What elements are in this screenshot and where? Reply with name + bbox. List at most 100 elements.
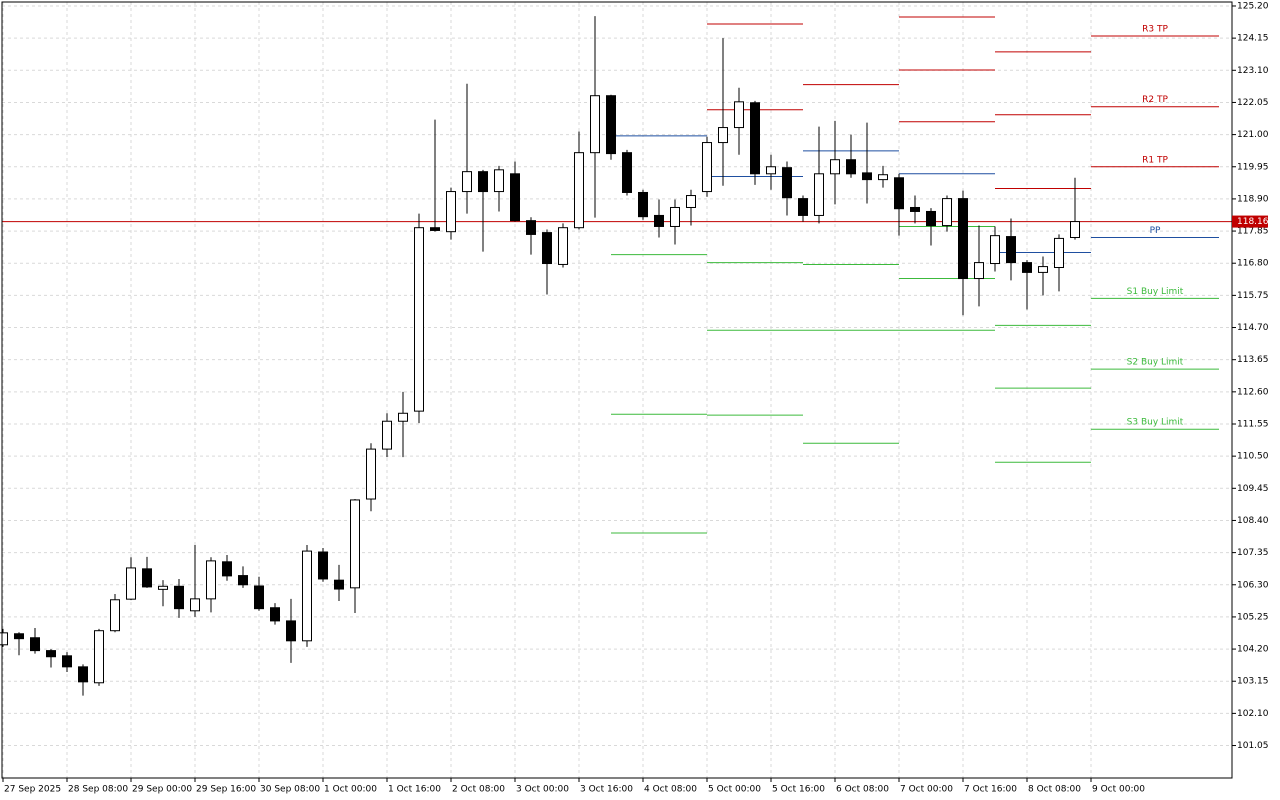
plot-border	[1, 1, 1233, 779]
candle-body	[270, 607, 280, 622]
level-label: PP	[1150, 226, 1161, 236]
candle-body	[654, 214, 664, 227]
y-tick-label: 101.05	[1237, 741, 1269, 751]
y-tick-label: 104.20	[1237, 645, 1269, 655]
candle-body	[958, 198, 968, 280]
y-tick-label: 115.75	[1237, 291, 1269, 301]
level-label: R2 TP	[1142, 95, 1168, 105]
candle-body	[334, 579, 344, 590]
candle-body	[702, 142, 712, 193]
level-label: R1 TP	[1142, 155, 1168, 165]
y-tick-label: 109.45	[1237, 484, 1269, 494]
y-tick-label: 119.95	[1237, 162, 1269, 172]
candle-body	[750, 102, 760, 175]
candle-body	[302, 550, 312, 642]
candle-body	[462, 171, 472, 193]
y-tick-label: 103.15	[1237, 677, 1269, 687]
candle-body	[174, 585, 184, 610]
level-label: S2 Buy Limit	[1127, 358, 1184, 368]
candle-body	[110, 599, 120, 632]
y-tick-label: 113.65	[1237, 355, 1269, 365]
x-tick-label: 5 Oct 16:00	[772, 785, 825, 795]
x-tick-label: 29 Sep 00:00	[132, 785, 192, 795]
candle-body	[894, 177, 904, 210]
y-tick-label: 116.80	[1237, 259, 1269, 269]
x-tick-label: 8 Oct 08:00	[1028, 785, 1081, 795]
x-tick-label: 28 Sep 08:00	[68, 785, 128, 795]
y-tick-label: 108.40	[1237, 516, 1269, 526]
candle-body	[670, 206, 680, 227]
candle-body	[62, 655, 72, 668]
y-tick-label: 112.60	[1237, 387, 1269, 397]
level-label: S3 Buy Limit	[1127, 418, 1184, 428]
candle-body	[190, 598, 200, 612]
y-tick-label: 110.50	[1237, 452, 1269, 462]
candle-body	[94, 630, 104, 684]
candle-body	[414, 227, 424, 412]
candle-body	[846, 159, 856, 175]
candle-body	[494, 169, 504, 193]
candle-body	[990, 235, 1000, 265]
candle-body	[398, 412, 408, 422]
x-tick-label: 7 Oct 16:00	[964, 785, 1017, 795]
candle-body	[1022, 262, 1032, 273]
candle-body	[910, 206, 920, 212]
x-tick-label: 6 Oct 08:00	[836, 785, 889, 795]
level-label: R3 TP	[1142, 24, 1168, 34]
candle-body	[734, 101, 744, 129]
y-tick-label: 125.20	[1237, 1, 1269, 11]
y-tick-label: 106.30	[1237, 580, 1269, 590]
candle-body	[830, 159, 840, 175]
level-label: S1 Buy Limit	[1127, 287, 1184, 297]
y-tick-label: 107.35	[1237, 548, 1269, 558]
candle-body	[942, 198, 952, 227]
candle-body	[238, 575, 248, 586]
candle-body	[1006, 236, 1016, 264]
candle-body	[782, 167, 792, 199]
y-tick-label: 102.10	[1237, 709, 1269, 719]
candle-body	[318, 551, 328, 580]
candle-body	[446, 191, 456, 233]
candle-body	[686, 195, 696, 208]
candle-body	[1070, 221, 1080, 238]
candle-body	[974, 262, 984, 280]
candle-body	[382, 420, 392, 450]
candle-body	[558, 227, 568, 265]
y-tick-label: 118.90	[1237, 194, 1269, 204]
x-tick-label: 3 Oct 16:00	[580, 785, 633, 795]
y-tick-label: 124.15	[1237, 34, 1269, 44]
x-tick-label: 1 Oct 00:00	[324, 785, 377, 795]
y-tick-label: 121.00	[1237, 130, 1269, 140]
candle-body	[622, 152, 632, 193]
candle-body	[542, 232, 552, 265]
candle-body	[222, 561, 232, 577]
candle-body	[1038, 266, 1048, 273]
candle-body	[254, 585, 264, 610]
x-tick-label: 2 Oct 08:00	[452, 785, 505, 795]
x-tick-label: 5 Oct 00:00	[708, 785, 761, 795]
candle-body	[142, 568, 152, 588]
last-price-tag	[1232, 215, 1268, 228]
x-tick-label: 3 Oct 00:00	[516, 785, 569, 795]
x-tick-label: 9 Oct 00:00	[1092, 785, 1145, 795]
y-tick-label: 105.25	[1237, 612, 1269, 622]
x-tick-label: 1 Oct 16:00	[388, 785, 441, 795]
candle-body	[158, 585, 168, 590]
candle-body	[78, 666, 88, 683]
candle-body	[350, 499, 360, 589]
y-tick-label: 117.85	[1237, 227, 1269, 237]
candle-body	[862, 172, 872, 181]
candle-body	[718, 127, 728, 144]
x-tick-label: 4 Oct 08:00	[644, 785, 697, 795]
candle-body	[478, 171, 488, 193]
last-price-label: 118.16	[1237, 217, 1269, 227]
candle-body	[798, 198, 808, 216]
candle-body	[766, 166, 776, 175]
y-tick-label: 123.10	[1237, 66, 1269, 76]
candle-body	[46, 650, 56, 658]
candle-body	[430, 227, 440, 231]
candle-body	[510, 173, 520, 222]
candle-body	[638, 191, 648, 218]
